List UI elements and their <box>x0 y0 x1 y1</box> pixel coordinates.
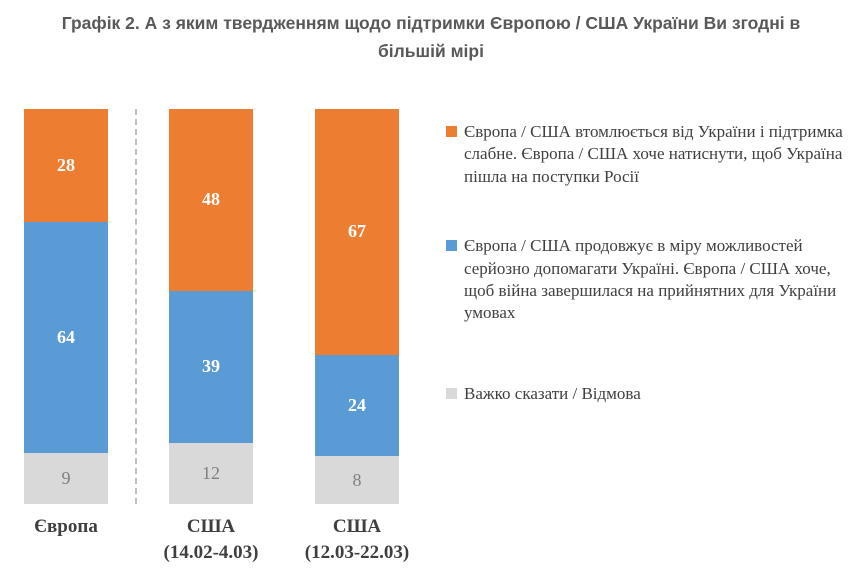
segment-value-label: 39 <box>202 356 220 377</box>
category-label-usa-feb: США (14.02-4.03) <box>131 514 291 566</box>
category-label-line: (14.02-4.03) <box>163 542 259 563</box>
category-label-line: США <box>332 516 382 537</box>
segment-value-label: 8 <box>352 469 362 490</box>
bar-europe-segment-keeps-helping: 64 <box>24 222 108 454</box>
segment-value-label: 67 <box>348 221 366 242</box>
category-label-europe: Європа <box>0 514 146 540</box>
segment-value-label: 9 <box>61 468 71 489</box>
legend-marker-keeps-helping <box>446 240 457 252</box>
bar-usa-feb-segment-hard-to-say: 12 <box>169 442 253 504</box>
legend-item-hard-to-say: Важко сказати / Відмова <box>446 383 850 405</box>
legend-label: Важко сказати / Відмова <box>464 383 641 403</box>
category-label-line: Європа <box>34 516 98 537</box>
chart-legend: Європа / США втомлюється від України і п… <box>446 121 850 405</box>
legend-marker-hard-to-say <box>446 387 457 399</box>
bar-usa-mar-segment-hard-to-say: 8 <box>315 456 399 504</box>
segment-value-label: 28 <box>57 155 75 176</box>
bar-europe-segment-support-weakening: 28 <box>24 109 108 223</box>
category-label-usa-mar: США (12.03-22.03) <box>277 514 437 566</box>
legend-item-support-weakening: Європа / США втомлюється від України і п… <box>446 121 850 188</box>
chart-title: Графік 2. А з яким твердженням щодо підт… <box>61 13 801 61</box>
bar-usa-feb-segment-keeps-helping: 39 <box>169 290 253 443</box>
segment-value-label: 12 <box>202 462 220 483</box>
dashed-divider-line <box>135 109 137 504</box>
bar-europe: 28 64 9 <box>24 109 108 504</box>
bar-usa-mar-segment-support-weakening: 67 <box>315 109 399 355</box>
bar-usa-mar-segment-keeps-helping: 24 <box>315 354 399 457</box>
bar-usa-feb: 48 39 12 <box>169 109 253 504</box>
bar-usa-feb-segment-support-weakening: 48 <box>169 109 253 291</box>
category-label-line: (12.03-22.03) <box>304 542 410 563</box>
segment-value-label: 48 <box>202 189 220 210</box>
segment-value-label: 64 <box>57 327 75 348</box>
legend-item-keeps-helping: Європа / США продовжує в міру можливосте… <box>446 235 850 325</box>
category-label-line: США <box>186 516 236 537</box>
legend-label: Європа / США продовжує в міру можливосте… <box>464 236 837 323</box>
legend-label: Європа / США втомлюється від України і п… <box>464 122 843 186</box>
segment-value-label: 24 <box>348 394 366 415</box>
bar-europe-segment-hard-to-say: 9 <box>24 453 108 504</box>
bar-usa-mar: 67 24 8 <box>315 109 399 504</box>
chart-plot: 28 64 9 Європа 48 39 12 США (14.02-4.03) 67 24 8 США… <box>0 109 432 563</box>
legend-marker-support-weakening <box>446 126 457 137</box>
